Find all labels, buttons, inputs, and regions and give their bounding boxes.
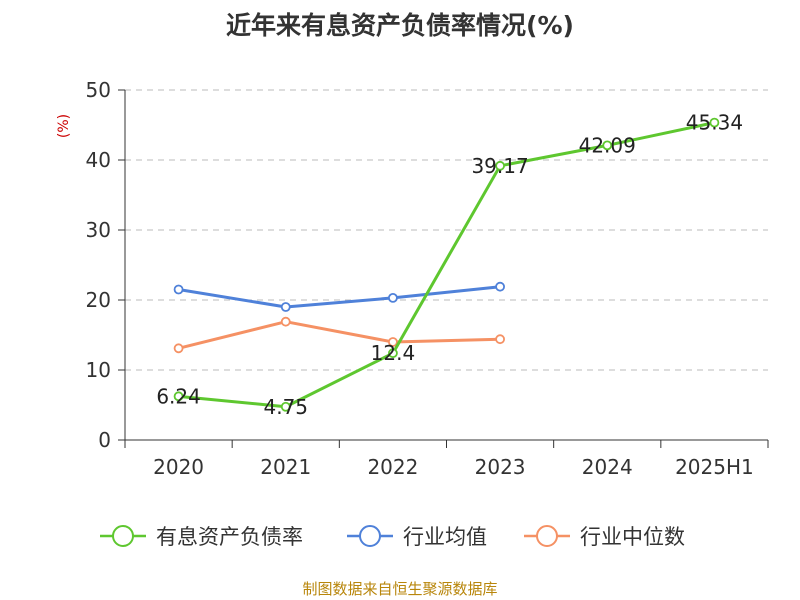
legend-marker-2	[536, 525, 558, 547]
data-point	[495, 160, 505, 171]
legend-marker-0	[112, 525, 134, 547]
data-point	[280, 302, 291, 312]
y-tick-label-30: 30	[86, 218, 111, 242]
legend-label-0: 有息资产负债率	[156, 525, 303, 549]
data-point	[602, 140, 613, 151]
x-tick-label-2022: 2022	[367, 455, 418, 479]
series-line-0	[178, 121, 715, 409]
legend-label-1: 行业均值	[403, 525, 487, 549]
legend-label-2: 行业中位数	[580, 525, 685, 549]
y-tick-label-40: 40	[86, 148, 111, 172]
x-tick-label-2023: 2023	[475, 455, 526, 479]
series-group	[173, 117, 720, 412]
data-point	[388, 292, 398, 303]
data-label: 6.24	[156, 384, 201, 408]
y-tick-label-0: 0	[98, 428, 111, 452]
data-point	[709, 117, 720, 128]
legend-marker-1	[359, 525, 381, 547]
x-tick-label-2025H1: 2025H1	[675, 455, 754, 479]
data-label: 4.75	[263, 395, 308, 419]
data-point	[495, 334, 505, 345]
source-note: 制图数据来自恒生聚源数据库	[302, 580, 497, 598]
data-label: 45.34	[686, 111, 743, 135]
y-axis-unit: (%)	[56, 114, 72, 138]
y-tick-label-50: 50	[86, 78, 111, 102]
data-label: 12.4	[371, 341, 416, 365]
data-point	[495, 281, 505, 292]
legend: 有息资产负债率 行业均值 行业中位数	[100, 525, 685, 549]
y-tick-label-10: 10	[86, 358, 111, 382]
chart-title: 近年来有息资产负债率情况(%)	[226, 11, 574, 40]
data-point	[173, 391, 184, 402]
data-point	[173, 284, 184, 295]
x-tick-label-2020: 2020	[153, 455, 204, 479]
axes: 0 10 20 30 40 50 2020 2021 2022 2023 2024 2025H1	[86, 78, 769, 479]
data-point	[280, 316, 291, 327]
data-point	[388, 337, 398, 347]
series-line-2	[178, 320, 501, 350]
data-point	[173, 343, 184, 354]
series-line-1	[178, 285, 501, 309]
x-tick-label-2021: 2021	[260, 455, 311, 479]
gridlines	[125, 89, 768, 371]
data-point	[280, 401, 291, 412]
y-tick-label-20: 20	[86, 288, 111, 312]
data-labels: 6.24 4.75 12.4 39.17 42.09 45.34	[156, 111, 743, 419]
data-label: 39.17	[471, 154, 528, 178]
x-tick-label-2024: 2024	[582, 455, 633, 479]
data-point	[388, 348, 398, 359]
data-label: 42.09	[579, 133, 636, 157]
